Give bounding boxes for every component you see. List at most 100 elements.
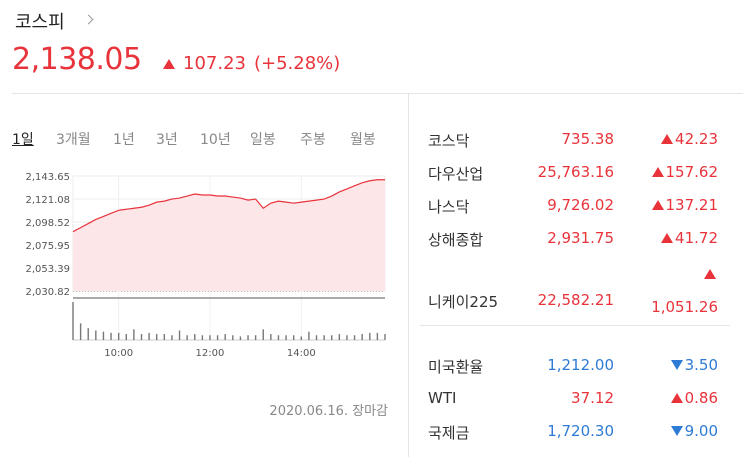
index-row[interactable]: WTI 37.12 0.86 [428, 389, 718, 415]
change-value: 107.23 [183, 53, 246, 74]
direction-icon [670, 426, 683, 436]
volume-bar [79, 323, 82, 340]
volume-bar [384, 334, 386, 340]
volume-bar [209, 335, 211, 340]
volume-bar [95, 330, 97, 340]
volume-bar [369, 332, 371, 340]
volume-bar [277, 335, 280, 340]
volume-bar [254, 335, 257, 340]
index-value: 2,931.75 [547, 229, 614, 247]
index-name: 나스닥 [428, 198, 470, 216]
index-change: 1,051.26 [640, 258, 718, 324]
volume-bar [262, 329, 264, 340]
y-tick-label: 2,053.39 [25, 264, 70, 275]
title[interactable]: 코스피 [15, 12, 65, 33]
volume-bar [140, 334, 143, 340]
change-value: 42.23 [675, 130, 718, 148]
volume-bar [194, 334, 196, 340]
volume-bar [338, 334, 341, 340]
volume-bar [117, 332, 120, 340]
index-change: 9.00 [640, 422, 718, 440]
change-value: 1,051.26 [651, 298, 718, 316]
volume-bar [315, 335, 318, 340]
tab[interactable]: 일봉 [250, 132, 276, 148]
volume-bar [148, 332, 150, 340]
volume-bar [346, 335, 348, 340]
direction-icon [163, 58, 175, 69]
index-value: 1,212.00 [547, 356, 614, 374]
volume-bar [323, 335, 325, 340]
direction-icon [670, 360, 683, 370]
index-name: 다우산업 [428, 165, 484, 183]
volume-bar [163, 334, 166, 340]
direction-icon [661, 134, 674, 144]
volume-bar [292, 335, 295, 340]
index-name: 상해종합 [428, 231, 484, 249]
direction-icon [704, 269, 716, 279]
volume-bar [239, 336, 242, 340]
index-row[interactable]: 나스닥 9,726.02 137.21 [428, 196, 718, 222]
index-name: 니케이225 [428, 293, 499, 311]
change-value: 3.50 [684, 356, 718, 374]
direction-icon [661, 233, 674, 243]
tab[interactable]: 10년 [200, 132, 231, 148]
area [73, 179, 385, 291]
index-row[interactable]: 니케이225 22,582.21 1,051.26 [428, 269, 718, 317]
index-row[interactable]: 미국환율 1,212.00 3.50 [428, 356, 718, 382]
volume-bar [87, 328, 89, 340]
index-row[interactable]: 국제금 1,720.30 9.00 [428, 422, 718, 448]
y-tick-label: 2,143.65 [25, 172, 70, 183]
volume-bar [300, 336, 302, 340]
tab[interactable]: 주봉 [300, 132, 326, 148]
chevron-icon[interactable] [83, 14, 94, 25]
volume-bar [270, 334, 272, 340]
index-row[interactable]: 상해종합 2,931.75 41.72 [428, 229, 718, 255]
tab[interactable]: 3년 [156, 132, 178, 148]
index-row[interactable]: 코스닥 735.38 42.23 [428, 130, 718, 156]
tab[interactable]: 3개월 [56, 132, 91, 148]
index-row[interactable]: 다우산업 25,763.16 157.62 [428, 163, 718, 189]
volume-bar [285, 335, 287, 340]
volume-bar [156, 334, 158, 340]
direction-icon [651, 167, 664, 177]
divider [420, 325, 730, 326]
index-change: 157.62 [640, 163, 718, 181]
x-tick-label: 10:00 [104, 348, 133, 359]
index-value: 9,726.02 [547, 196, 614, 214]
volume-bar [308, 331, 310, 340]
index-change: 0.86 [640, 389, 718, 407]
change-value: 41.72 [675, 229, 718, 247]
volume-bar [171, 335, 173, 340]
tab[interactable]: 1일 [12, 132, 34, 148]
direction-icon [651, 200, 664, 210]
volume-bar [125, 334, 127, 340]
volume-bar [201, 335, 204, 340]
x-tick-label: 14:00 [287, 348, 316, 359]
volume-bar [133, 329, 135, 340]
index-name: WTI [428, 389, 457, 407]
volume-bar [376, 332, 379, 340]
x-tick-label: 12:00 [196, 348, 225, 359]
chart: 2,030.82 2,053.39 2,075.95 2,098.52 2,121.08… [25, 172, 386, 359]
index-change: 137.21 [640, 196, 718, 214]
index-value: 25,763.16 [537, 163, 614, 181]
index-change: 42.23 [640, 130, 718, 148]
index-name: 미국환율 [428, 358, 484, 376]
volume-bar [110, 332, 112, 340]
tab[interactable]: 월봉 [350, 132, 376, 148]
index-value: 22,582.21 [537, 291, 614, 309]
tab[interactable]: 1년 [113, 132, 135, 148]
volume-bar [216, 335, 219, 340]
price: 2,138.05 [12, 42, 142, 77]
y-tick-label: 2,030.82 [25, 287, 70, 298]
change-value: 9.00 [684, 422, 718, 440]
volume-bar [232, 335, 234, 340]
index-value: 37.12 [571, 389, 614, 407]
volume-bar [247, 335, 249, 340]
y-tick-label: 2,121.08 [25, 195, 70, 206]
change-pct: (+5.28%) [253, 53, 341, 74]
volume-bar [224, 334, 226, 340]
direction-icon [670, 393, 683, 403]
